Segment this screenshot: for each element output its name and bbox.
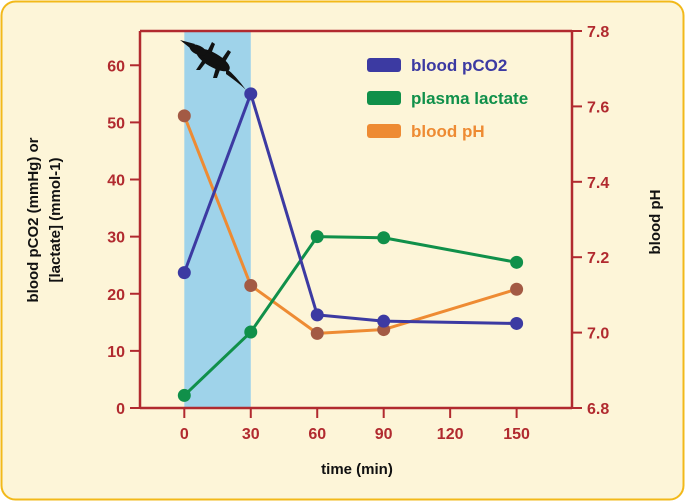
data-point <box>177 109 191 123</box>
data-point <box>244 278 258 292</box>
left-tick-label: 50 <box>107 115 125 132</box>
legend: blood pCO2 plasma lactate blood pH <box>367 56 528 141</box>
x-tick-label: 90 <box>375 426 393 443</box>
left-tick-label: 30 <box>107 230 125 247</box>
data-point <box>510 316 524 330</box>
x-tick-label: 0 <box>180 426 189 443</box>
series-layer <box>177 87 524 402</box>
axes: 0 10 20 30 40 50 60 6.8 7.0 7.2 7.4 7.6 7.8 0 30 60 90 12… <box>107 24 609 443</box>
x-tick-label: 150 <box>503 426 530 443</box>
data-point <box>510 255 524 269</box>
legend-swatch <box>367 58 401 72</box>
left-tick-label: 10 <box>107 344 125 361</box>
x-axis-title: time (min) <box>321 461 393 478</box>
alligator-silhouette-icon <box>180 40 246 90</box>
left-tick-label: 0 <box>116 401 125 418</box>
shaded-interval <box>184 31 251 408</box>
left-axis-title-line2: [lactate] (mmol-1) <box>47 157 64 282</box>
x-tick-label: 30 <box>242 426 260 443</box>
right-tick-label: 6.8 <box>587 401 609 418</box>
data-point <box>310 230 324 244</box>
data-point <box>510 282 524 296</box>
right-tick-label: 7.0 <box>587 326 609 343</box>
legend-swatch <box>367 91 401 105</box>
left-tick-label: 20 <box>107 287 125 304</box>
legend-label: plasma lactate <box>411 89 528 108</box>
left-axis-title-line1: blood pCO2 (mmHg) or <box>25 137 42 302</box>
legend-label: blood pCO2 <box>411 56 507 75</box>
data-point <box>244 325 258 339</box>
x-tick-label: 60 <box>308 426 326 443</box>
x-tick-label: 120 <box>437 426 464 443</box>
legend-label: blood pH <box>411 122 485 141</box>
right-tick-label: 7.6 <box>587 99 609 116</box>
right-tick-label: 7.4 <box>587 175 609 192</box>
data-point <box>177 266 191 280</box>
right-axis-title: blood pH <box>647 190 664 255</box>
data-point <box>310 308 324 322</box>
left-tick-label: 60 <box>107 58 125 75</box>
data-point <box>377 231 391 245</box>
data-point <box>310 326 324 340</box>
right-tick-label: 7.8 <box>587 24 609 41</box>
data-point <box>377 314 391 328</box>
data-point <box>177 388 191 402</box>
legend-swatch <box>367 124 401 138</box>
right-tick-label: 7.2 <box>587 250 609 267</box>
left-tick-label: 40 <box>107 173 125 190</box>
data-point <box>244 87 258 101</box>
axis-labels: time (min) blood pH blood pCO2 (mmHg) or… <box>25 137 664 478</box>
